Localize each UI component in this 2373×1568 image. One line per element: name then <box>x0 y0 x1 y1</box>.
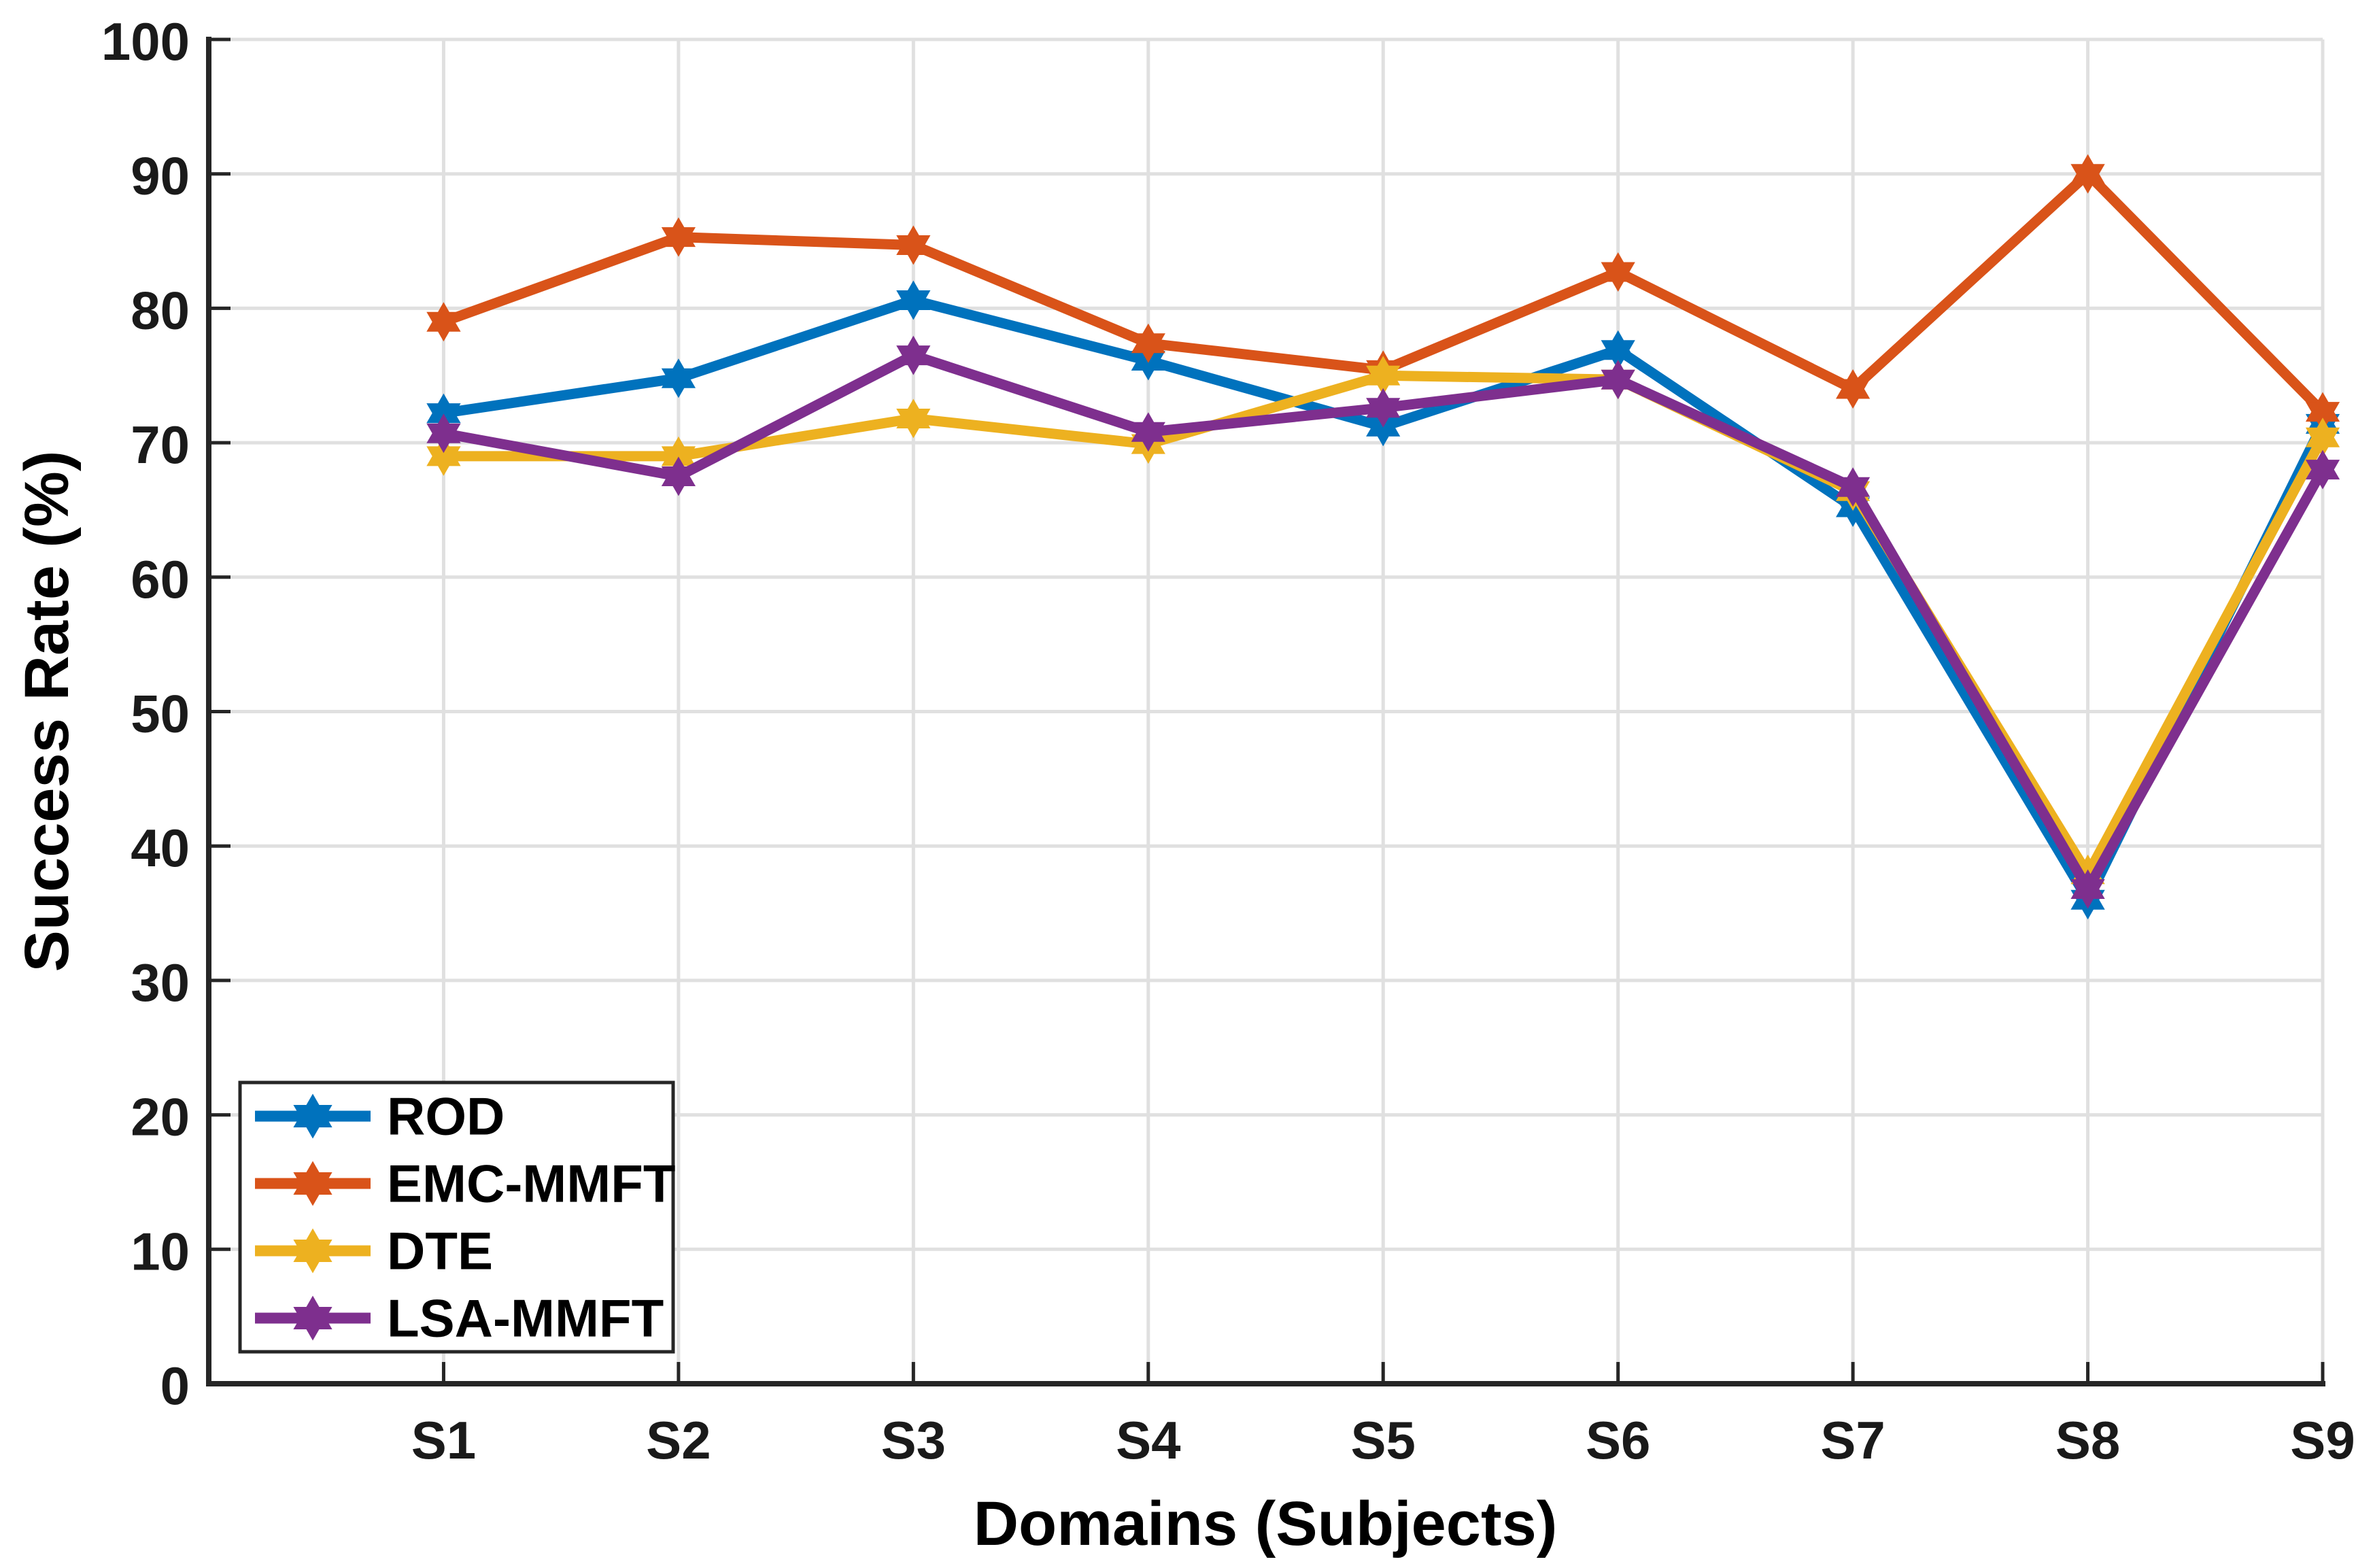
marker-EMC-MMFT-S7 <box>1836 369 1871 409</box>
x-tick-label-S9: S9 <box>2290 1410 2355 1470</box>
x-tick-label-S8: S8 <box>2055 1410 2120 1470</box>
y-tick-label-60: 60 <box>131 549 190 609</box>
y-tick-label-20: 20 <box>131 1087 190 1147</box>
gridlines <box>209 37 2325 1386</box>
y-tick-label-70: 70 <box>131 415 190 475</box>
legend-item-ROD: ROD <box>255 1087 505 1146</box>
legend-item-EMC-MMFT: EMC-MMFT <box>255 1154 676 1214</box>
marker-DTE-S1 <box>426 436 461 476</box>
marker-LSA-MMFT-S7 <box>1836 467 1871 507</box>
marker-DTE-S9 <box>2305 417 2340 458</box>
legend-marker-EMC-MMFT <box>293 1161 332 1206</box>
marker-LSA-MMFT-S4 <box>1131 412 1165 452</box>
marker-LSA-MMFT-S2 <box>661 456 696 496</box>
legend-label-DTE: DTE <box>387 1221 493 1281</box>
marker-LSA-MMFT-S6 <box>1601 360 1635 400</box>
y-tick-label-80: 80 <box>131 280 190 340</box>
y-tick-label-0: 0 <box>160 1356 190 1416</box>
legend-marker-ROD <box>293 1093 332 1139</box>
legend: ROD EMC-MMFT DTE LSA-MMFT <box>238 1080 676 1354</box>
data-series <box>426 154 2340 920</box>
x-tick-label-S7: S7 <box>1820 1410 1885 1470</box>
y-tick-label-100: 100 <box>101 12 190 71</box>
x-tick-label-S5: S5 <box>1351 1410 1416 1470</box>
marker-ROD-S3 <box>896 280 931 320</box>
marker-DTE-S5 <box>1366 356 1401 396</box>
x-axis-label: Domains (Subjects) <box>974 1489 1558 1558</box>
legend-marker-LSA-MMFT <box>293 1295 332 1341</box>
legend-marker-DTE <box>293 1228 332 1274</box>
marker-LSA-MMFT-S8 <box>2070 869 2105 909</box>
marker-LSA-MMFT-S1 <box>426 413 461 454</box>
y-tick-label-10: 10 <box>131 1221 190 1281</box>
marker-ROD-S6 <box>1601 330 1635 370</box>
marker-EMC-MMFT-S3 <box>896 225 931 265</box>
legend-label-ROD: ROD <box>387 1087 505 1146</box>
y-axis-label: Success Rate (%) <box>12 451 82 972</box>
marker-ROD-S1 <box>426 393 461 433</box>
y-tick-label-40: 40 <box>131 818 190 878</box>
axes: 0 10 20 30 40 50 60 70 80 90 100 S1 S2 S3 S4 S5 S6 S7 S8 S9 <box>101 12 2355 1470</box>
marker-EMC-MMFT-S6 <box>1601 252 1635 292</box>
legend-label-LSA-MMFT: LSA-MMFT <box>387 1289 664 1348</box>
marker-ROD-S2 <box>661 358 696 398</box>
marker-LSA-MMFT-S3 <box>896 335 931 375</box>
marker-EMC-MMFT-S1 <box>426 302 461 342</box>
marker-DTE-S3 <box>896 398 931 439</box>
y-tick-label-90: 90 <box>131 146 190 206</box>
y-tick-label-30: 30 <box>131 953 190 1012</box>
marker-EMC-MMFT-S2 <box>661 217 696 257</box>
x-tick-label-S2: S2 <box>646 1410 711 1470</box>
x-tick-label-S3: S3 <box>881 1410 946 1470</box>
marker-LSA-MMFT-S9 <box>2305 449 2340 490</box>
x-tick-label-S4: S4 <box>1116 1410 1180 1470</box>
marker-EMC-MMFT-S8 <box>2070 154 2105 194</box>
marker-EMC-MMFT-S9 <box>2305 392 2340 432</box>
x-tick-label-S6: S6 <box>1586 1410 1650 1470</box>
legend-label-EMC-MMFT: EMC-MMFT <box>387 1154 676 1214</box>
legend-item-LSA-MMFT: LSA-MMFT <box>255 1289 664 1348</box>
marker-LSA-MMFT-S5 <box>1366 388 1401 428</box>
marker-EMC-MMFT-S4 <box>1131 323 1165 363</box>
legend-item-DTE: DTE <box>255 1221 493 1281</box>
y-tick-label-50: 50 <box>131 684 190 744</box>
marker-DTE-S2 <box>661 436 696 476</box>
x-tick-label-S1: S1 <box>411 1410 476 1470</box>
